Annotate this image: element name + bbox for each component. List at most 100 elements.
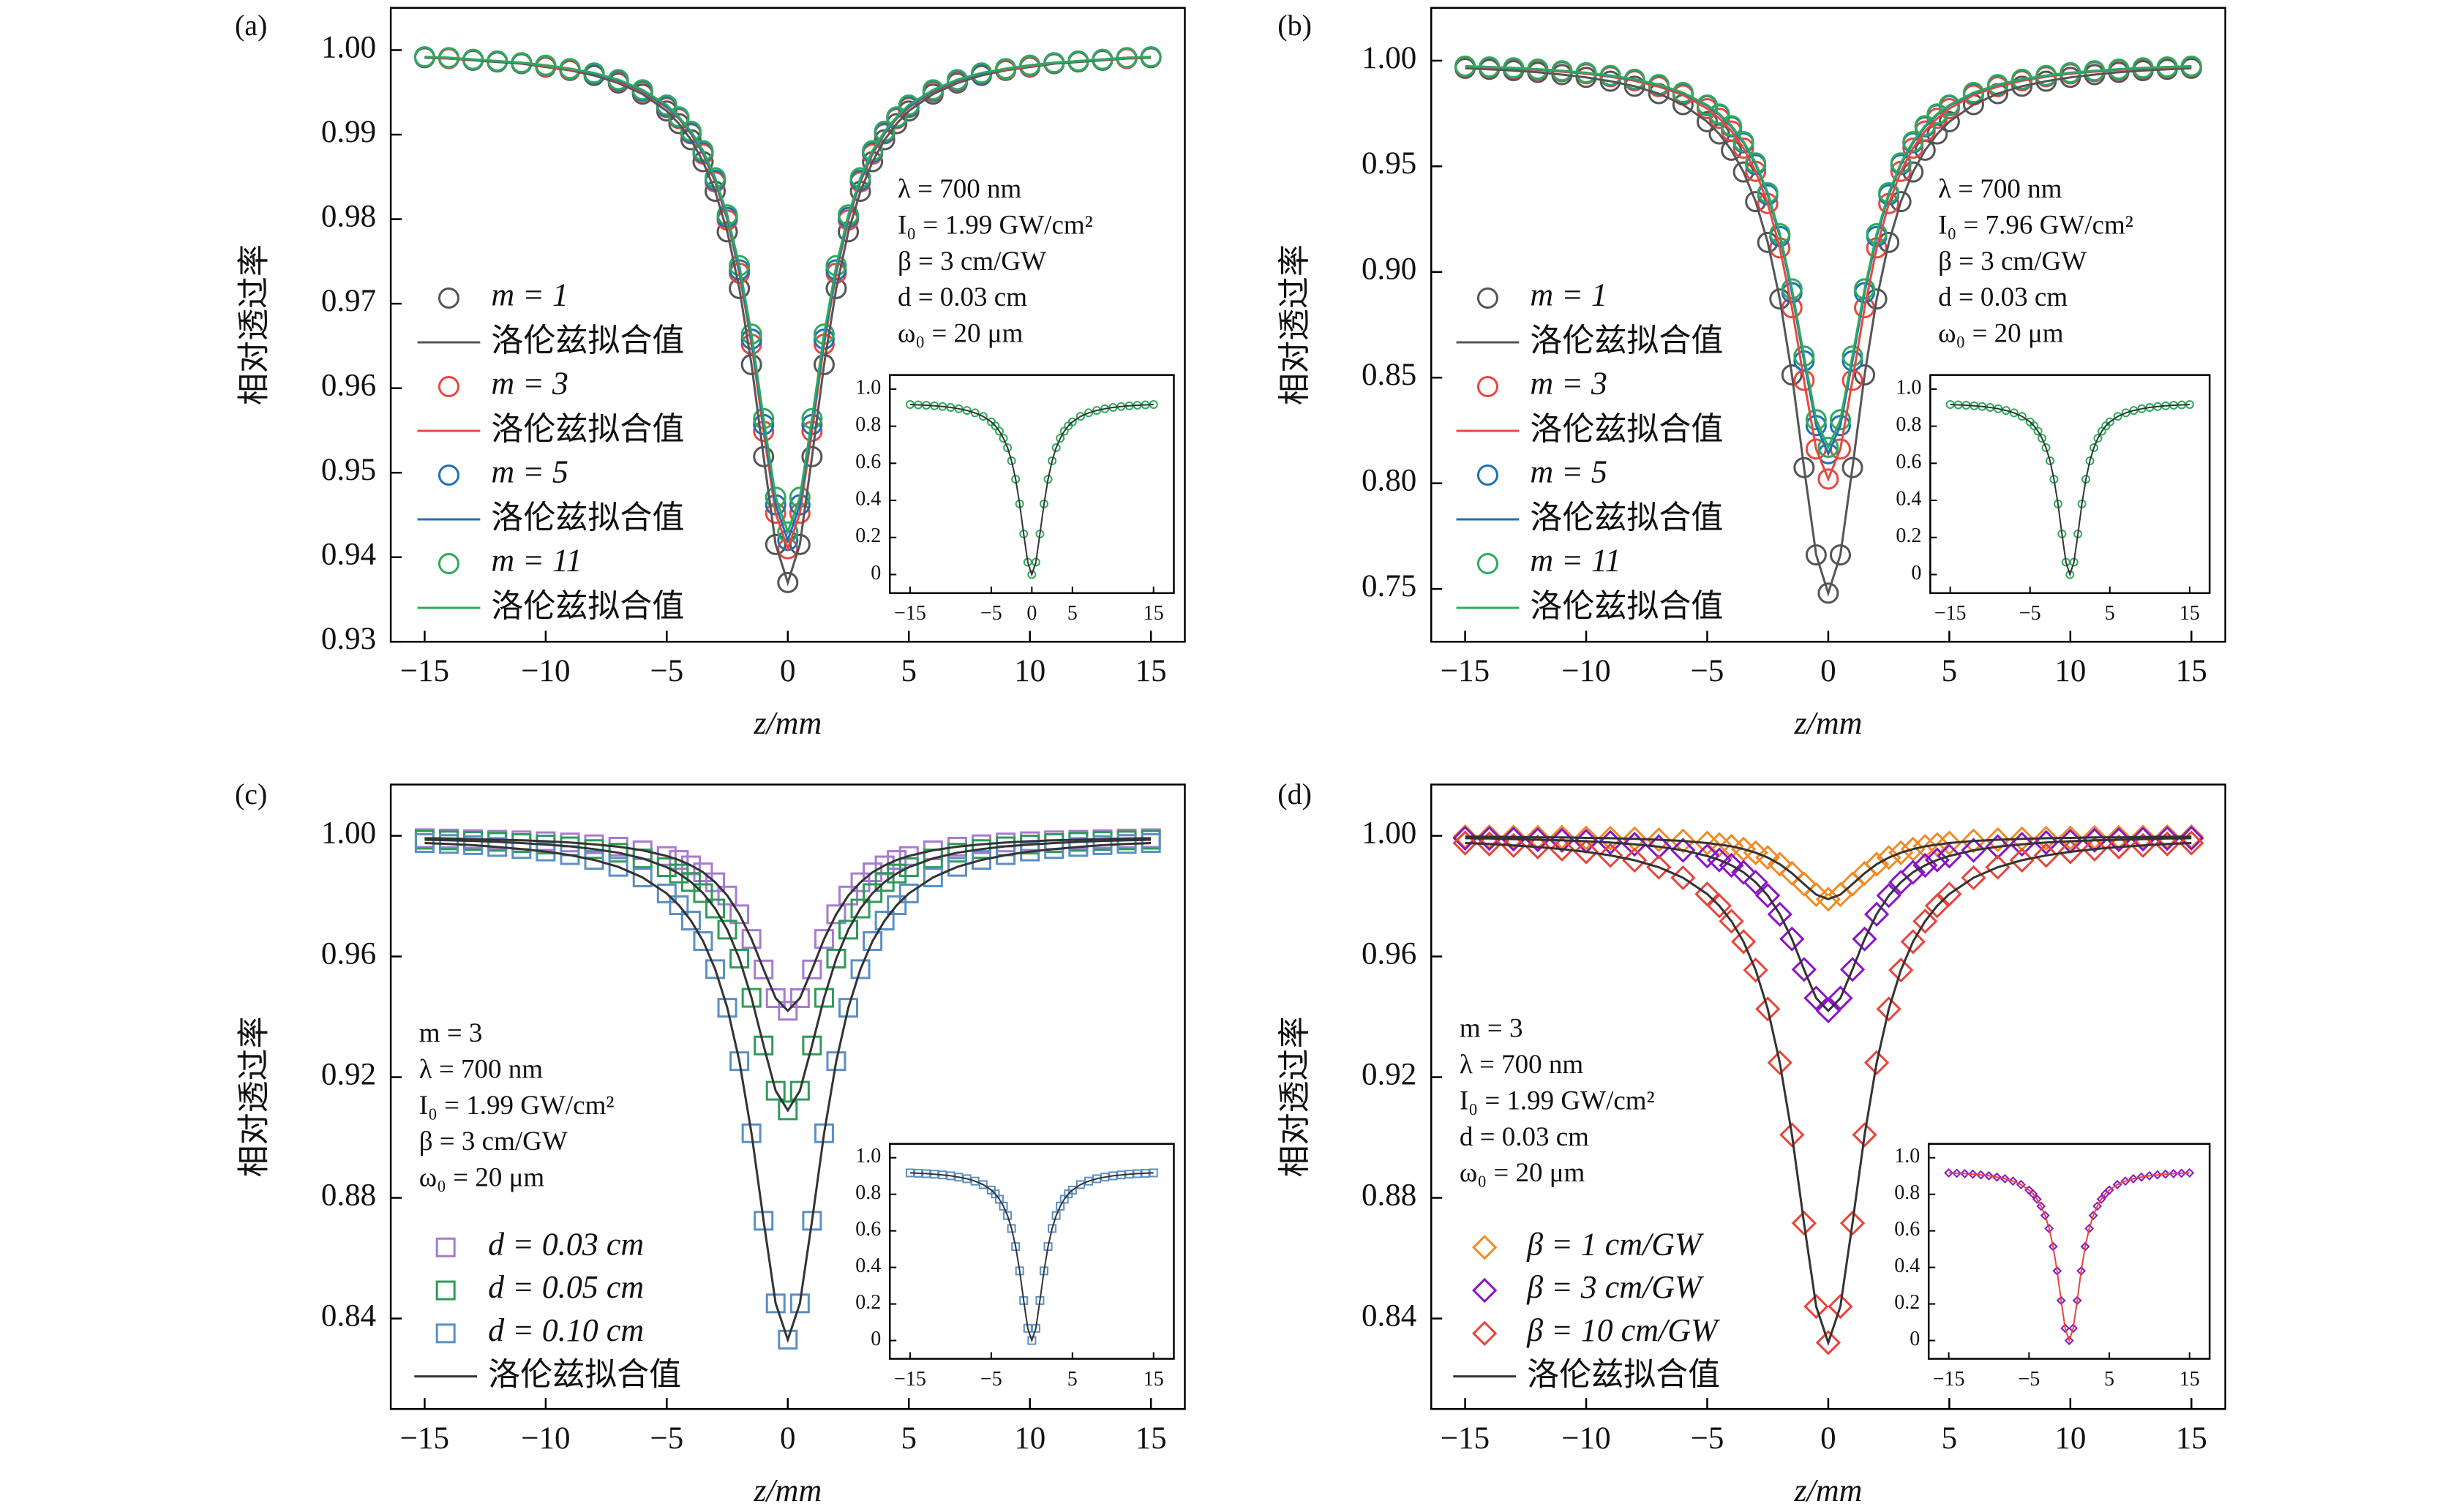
annotation: β = 3 cm/GW [419,1127,568,1156]
marker [693,883,713,903]
marker [874,911,895,931]
inset-marker [970,408,980,418]
marker [1924,847,1950,873]
legend-label: β = 1 cm/GW [1526,1226,1704,1262]
inset-marker [991,421,1000,431]
inset-frame [888,374,1175,595]
fit-line [424,56,1152,587]
inset-marker [2121,408,2130,418]
marker [1938,110,1960,132]
marker [2179,825,2204,851]
marker [2009,832,2035,857]
marker [1743,870,1768,895]
x-tick-label: 0 [780,654,796,688]
legend-marker [1476,376,1498,398]
legend-marker [1476,287,1498,309]
inset-marker [2038,434,2047,443]
marker [680,911,701,931]
marker [741,988,762,1008]
marker [608,857,628,877]
marker [1803,881,1829,908]
marker [849,167,871,189]
inset-line [1950,404,2190,577]
marker [1985,854,2010,880]
x-tick-label: −5 [1691,654,1724,688]
marker [1549,836,1575,862]
marker [923,868,943,888]
inset-x-tick-label: 5 [2105,602,2115,625]
marker [1902,138,1924,159]
marker [1706,893,1732,919]
marker [1476,826,1502,851]
x-tick-label: 5 [1942,1421,1958,1456]
legend-label: β = 3 cm/GW [1526,1269,1704,1305]
inset-y-tick-label: 0.8 [855,1181,881,1204]
marker [850,898,871,919]
marker [947,857,967,877]
inset-marker [2129,406,2139,415]
x-tick-label: −10 [1561,654,1610,688]
inset-marker [2089,443,2098,453]
inset-x-tick-label: −15 [1933,1368,1965,1391]
marker [1841,456,1863,478]
marker [1888,840,1914,865]
x-axis-label: z/mm [753,1472,822,1508]
marker [813,353,835,375]
inset-y-tick-label: 1.0 [855,1145,881,1167]
inset-marker [970,1176,980,1186]
x-axis-label: z/mm [1793,1472,1862,1508]
marker [1924,893,1950,919]
inset-y-tick-label: 0.2 [855,524,881,547]
inset-marker [2064,1336,2074,1345]
inset-y-tick-label: 0.6 [1896,451,1921,473]
y-tick-label: 0.96 [321,369,376,403]
marker [898,857,919,878]
panel-label: (d) [1277,778,1312,810]
marker [1863,1050,1890,1075]
y-axis-label: 相对透过率 [236,1016,273,1177]
marker [1623,75,1645,97]
annotation: λ = 700 nm [1460,1050,1584,1080]
fit-line [1465,842,2192,1347]
inset-x-tick-label: −15 [1934,602,1967,625]
marker [802,1211,822,1231]
inset-y-tick-label: 0.2 [1894,1291,1920,1314]
inset-y-tick-label: 0 [1911,562,1921,584]
marker [2009,847,2035,873]
x-tick-label: −10 [1561,1421,1610,1456]
inset-marker [2144,1171,2155,1181]
inset-line [909,404,1154,577]
panel-label: (a) [235,9,267,42]
inset-frame [1929,374,2211,595]
inset-x-tick-label: 15 [1144,1368,1164,1391]
inset-line [1948,1172,2190,1343]
marker [826,948,846,968]
y-tick-label: 0.97 [321,284,376,318]
inset-marker [999,1201,1008,1211]
marker [1732,131,1754,153]
marker [1828,985,1853,1011]
x-tick-label: 5 [1942,654,1958,688]
marker [778,1329,798,1350]
inset-marker [1027,570,1037,579]
y-tick-label: 1.00 [1362,41,1416,75]
marker [705,872,726,892]
annotation: ω₀ = 20 μm [1460,1158,1585,1188]
annotation: I₀ = 1.99 GW/cm² [419,1091,615,1121]
inset-y-tick-label: 0.2 [1896,524,1921,547]
x-axis-label: z/mm [1793,705,1862,741]
legend-label: d = 0.05 cm [488,1269,644,1305]
marker [1888,958,1914,983]
marker [2155,824,2180,849]
inset-marker [2185,1168,2195,1178]
legend-label: 洛伦兹拟合值 [1530,410,1723,448]
inset-marker [2092,1201,2102,1211]
fit-line [1465,65,2192,451]
legend-marker [1476,464,1498,486]
inset-marker [1968,1169,1978,1179]
marker [1573,839,1599,865]
marker [765,1293,786,1314]
inset-marker [2169,1169,2179,1178]
marker [1902,131,1924,153]
marker [1829,544,1851,566]
